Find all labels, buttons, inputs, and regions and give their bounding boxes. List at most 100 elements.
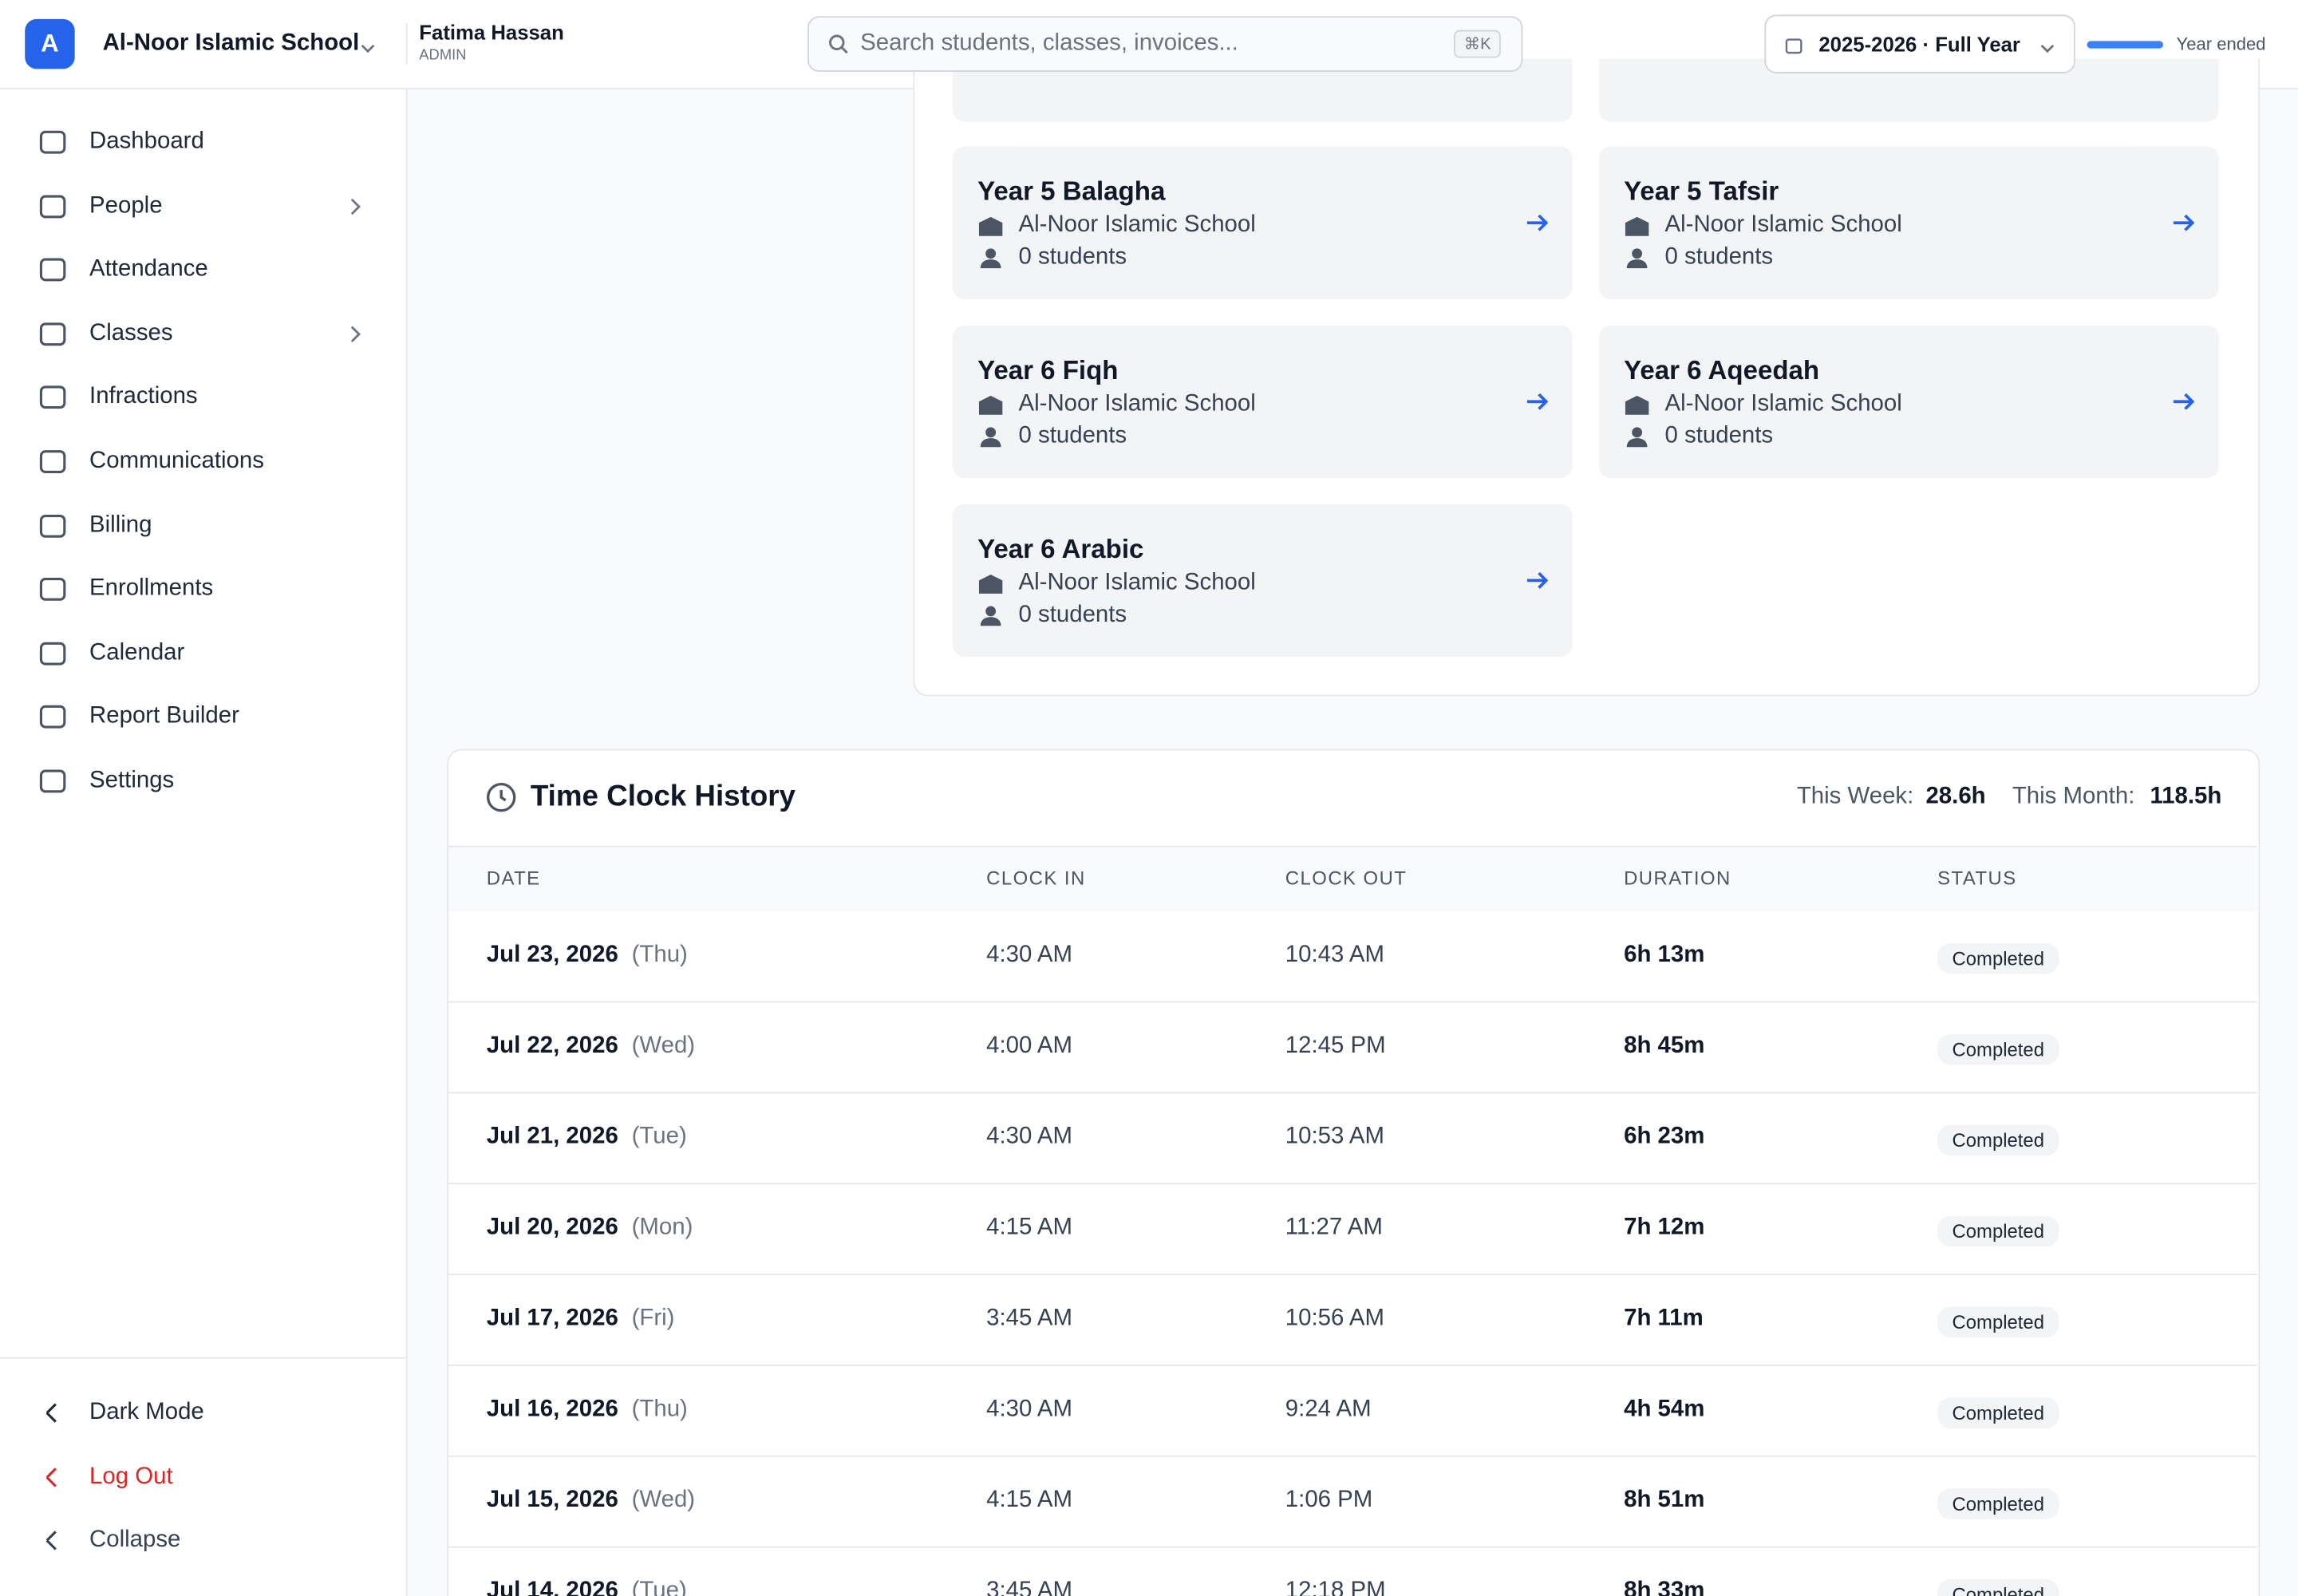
duration: 8h 45m [1624, 1033, 1705, 1059]
school-icon [978, 216, 1003, 236]
nav-item[interactable]: Infractions [89, 384, 198, 410]
status-badge: Completed [1937, 1397, 2059, 1428]
chevron-wrap [359, 37, 377, 63]
class-students: 0 students [1018, 423, 1127, 449]
class-school: Al-Noor Islamic School [1018, 212, 1256, 238]
nav-item[interactable]: Communications [89, 448, 264, 474]
arrow-icon [1526, 214, 1549, 231]
search-box[interactable] [807, 16, 1523, 72]
class-card[interactable] [952, 504, 1573, 657]
nav-icon-wrap [38, 511, 68, 547]
nav-icon [39, 769, 66, 793]
nav-item[interactable]: Calendar [89, 640, 185, 666]
nav-icon [39, 514, 66, 538]
class-name[interactable]: Year 5 Tafsir [1624, 176, 1779, 207]
nav-chevron [350, 198, 361, 215]
row-divider [448, 1546, 2257, 1548]
class-name[interactable]: Year 6 Arabic [977, 534, 1144, 564]
school-icon-wrap [1624, 214, 1652, 245]
nav-chevron-wrap [345, 196, 363, 223]
clock-in: 4:30 AM [986, 1396, 1072, 1422]
class-card[interactable] [952, 146, 1573, 299]
column-header: DATE [486, 867, 541, 889]
class-card[interactable] [1598, 146, 2219, 299]
year-selector[interactable] [1764, 14, 2075, 73]
nav-item[interactable]: People [89, 192, 163, 218]
duration: 8h 33m [1624, 1578, 1705, 1596]
search-placeholder[interactable]: Search students, classes, invoices... [860, 30, 1238, 56]
nav-icon [39, 450, 66, 473]
column-header: CLOCK IN [986, 867, 1086, 889]
nav-item[interactable]: Enrollments [89, 576, 214, 602]
nav-item[interactable]: Settings [89, 768, 175, 793]
arrow-icon [1526, 571, 1549, 589]
duration: 6h 13m [1624, 942, 1705, 968]
nav-icon [39, 386, 66, 409]
nav-item[interactable]: Billing [89, 512, 152, 538]
clock-in: 4:00 AM [986, 1033, 1072, 1059]
arrow-icon-wrap [1524, 569, 1550, 600]
arrow-icon [2173, 393, 2195, 410]
footer-item[interactable]: Log Out [89, 1464, 173, 1489]
students-icon [980, 606, 1001, 626]
students-icon [1626, 248, 1648, 269]
weekday: (Wed) [631, 1487, 696, 1513]
footer-icon-wrap [38, 1462, 68, 1499]
class-school: Al-Noor Islamic School [1664, 391, 1902, 417]
class-card[interactable] [1598, 325, 2219, 478]
nav-item[interactable]: Classes [89, 320, 173, 346]
footer-item[interactable]: Collapse [89, 1527, 181, 1553]
school-name[interactable]: Al-Noor Islamic School [102, 30, 360, 56]
school-icon [978, 395, 1003, 415]
nav-icon [39, 322, 66, 346]
clock-out: 10:56 AM [1285, 1306, 1384, 1331]
nav-item[interactable]: Attendance [89, 256, 208, 282]
students-icon [1626, 427, 1648, 448]
sidebar [0, 89, 408, 1596]
weekday: (Tue) [631, 1124, 687, 1149]
class-students: 0 students [1018, 602, 1127, 628]
class-students: 0 students [1018, 244, 1127, 270]
logo[interactable] [25, 18, 75, 69]
nav-item[interactable]: Report Builder [89, 704, 239, 729]
sidebar-divider [0, 1357, 406, 1359]
date: Jul 16, 2026 [486, 1396, 618, 1422]
class-school: Al-Noor Islamic School [1018, 570, 1256, 595]
nav-icon-wrap [38, 703, 68, 740]
footer-item[interactable]: Dark Mode [89, 1400, 204, 1425]
year-status: Year ended [2176, 34, 2266, 54]
status-badge: Completed [1937, 1124, 2059, 1156]
nav-icon-wrap [38, 128, 68, 164]
class-name[interactable]: Year 6 Fiqh [977, 355, 1119, 385]
row-divider [448, 1092, 2257, 1094]
clock-out: 9:24 AM [1285, 1396, 1372, 1422]
duration: 8h 51m [1624, 1487, 1705, 1513]
school-icon-wrap [1624, 393, 1652, 424]
nav-icon [39, 194, 66, 218]
class-school: Al-Noor Islamic School [1664, 212, 1902, 238]
class-name[interactable]: Year 6 Aqeedah [1624, 355, 1820, 385]
status-badge: Completed [1937, 1579, 2059, 1596]
students-icon-wrap [977, 247, 1005, 278]
nav-icon-wrap [38, 638, 68, 675]
clock-in: 3:45 AM [986, 1306, 1072, 1331]
school-icon [978, 574, 1003, 594]
week-value: 28.6h [1925, 784, 1986, 809]
footer-icon [45, 1403, 57, 1423]
arrow-icon-wrap [2170, 211, 2197, 242]
month-value: 118.5h [2150, 784, 2222, 809]
status-badge: Completed [1937, 1488, 2059, 1519]
year-label[interactable]: 2025-2026 · Full Year [1818, 32, 2020, 56]
nav-icon [39, 705, 66, 729]
class-card[interactable] [952, 325, 1573, 478]
clock-out: 11:27 AM [1285, 1215, 1383, 1240]
date: Jul 17, 2026 [486, 1306, 618, 1331]
nav-item[interactable]: Dashboard [89, 128, 204, 154]
footer-icon-wrap [38, 1398, 68, 1435]
header-divider [405, 23, 408, 65]
class-name[interactable]: Year 5 Balagha [977, 176, 1166, 207]
students-icon [980, 427, 1001, 448]
students-icon-wrap [977, 425, 1005, 456]
class-students: 0 students [1664, 244, 1774, 270]
